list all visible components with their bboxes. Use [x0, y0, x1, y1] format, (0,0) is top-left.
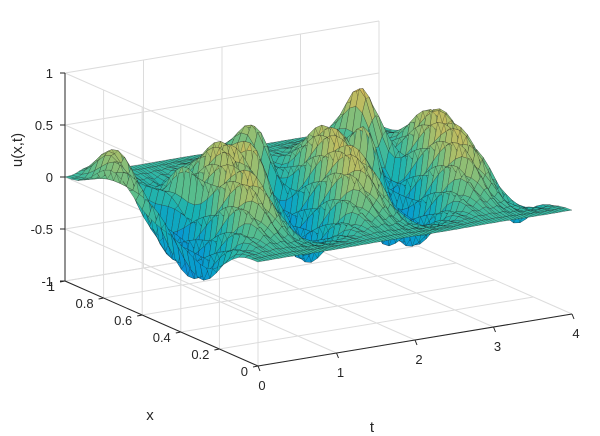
grid-line — [143, 267, 337, 354]
t-tick-mark — [571, 313, 575, 320]
t-tick-mark — [493, 326, 496, 333]
x-tick-label: 0.4 — [153, 330, 171, 345]
t-tick-label: 2 — [415, 352, 422, 367]
grid-line — [219, 296, 534, 350]
t-tick-mark — [336, 352, 339, 359]
t-tick-label: 1 — [337, 365, 344, 380]
t-tick-label: 0 — [258, 378, 265, 393]
x-axis-line — [64, 280, 259, 367]
x-tick-label: 0 — [241, 364, 248, 379]
t-tick-label: 4 — [572, 326, 579, 341]
z-tick-label: 0 — [46, 170, 53, 185]
z-tick-label: -0.5 — [31, 222, 53, 237]
x-axis-label: x — [146, 407, 154, 424]
grid-line — [103, 245, 418, 299]
grid-line — [64, 20, 380, 74]
x-tick-mark — [214, 348, 220, 351]
grid-line — [142, 262, 457, 316]
x-tick-label: 0.6 — [114, 313, 132, 328]
x-tick-label: 0.2 — [191, 347, 209, 362]
grid-line — [64, 72, 380, 126]
grid-line — [64, 228, 259, 315]
t-tick-label: 3 — [494, 339, 501, 354]
z-tick-label: 1 — [46, 66, 53, 81]
x-tick-label: 1 — [48, 279, 55, 294]
x-tick-mark — [175, 331, 181, 334]
z-tick-label: 0.5 — [35, 118, 53, 133]
z-axis-label: u(x,t) — [9, 133, 26, 167]
surface-mesh — [64, 88, 573, 281]
x-tick-mark — [252, 365, 259, 368]
x-tick-mark — [98, 297, 104, 300]
t-tick-mark — [257, 365, 261, 372]
t-tick-mark — [414, 339, 418, 346]
grid-line — [180, 279, 495, 333]
z-tick-label: -1 — [41, 274, 53, 289]
grid-line — [300, 241, 494, 328]
grid-line — [221, 254, 416, 341]
surface-patch — [562, 207, 573, 211]
x-tick-label: 0.8 — [76, 296, 94, 311]
x-tick-mark — [137, 314, 143, 317]
t-axis-label: t — [370, 419, 375, 436]
